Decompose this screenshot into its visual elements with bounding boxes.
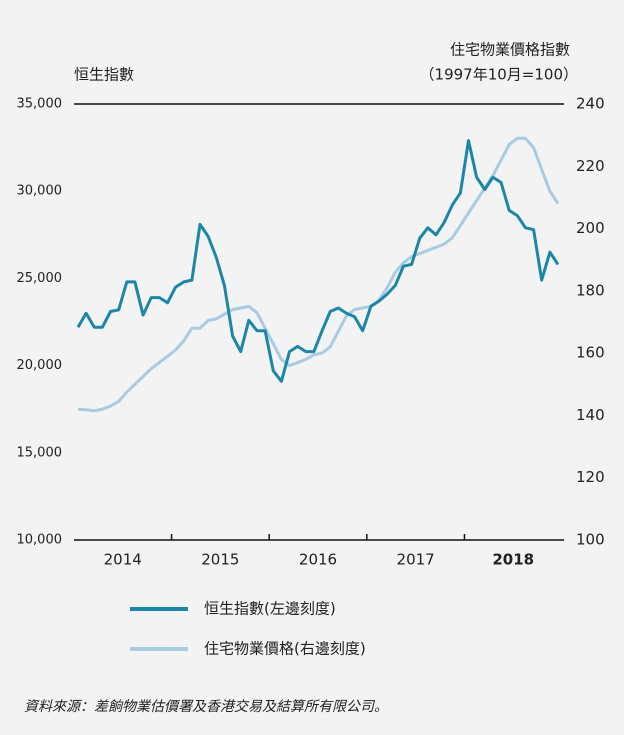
y2-tick-label: 120 [576, 468, 605, 486]
y-tick-label: 10,000 [17, 533, 63, 548]
y2-tick-label: 220 [576, 157, 605, 175]
series-line [76, 139, 560, 383]
legend-label: 住宅物業價格(右邊刻度) [204, 640, 366, 658]
x-tick-label: 2015 [201, 551, 239, 569]
y-tick-label: 30,000 [17, 184, 63, 199]
y-tick-label: 15,000 [17, 445, 63, 460]
source: 資料來源：差餉物業估價署及香港交易及結算所有限公司。 [24, 699, 388, 715]
y-title: 恒生指數 [74, 66, 134, 84]
x-tick-label: 2017 [397, 551, 435, 569]
legend-label: 恒生指數(左邊刻度) [204, 600, 336, 618]
y-tick-label: 25,000 [17, 271, 63, 286]
y2-tick-label: 100 [576, 531, 605, 549]
x-tick-label: 2014 [104, 551, 142, 569]
series-line [77, 136, 560, 413]
y2-tick-label: 240 [576, 95, 605, 113]
x-tick-label: 2016 [299, 551, 337, 569]
y2-title: 住宅物業價格指數 [450, 41, 570, 59]
y-tick-label: 20,000 [17, 358, 63, 373]
x-tick-label: 2018 [492, 551, 534, 569]
y2-subtitle: （1997年10月=100） [420, 66, 578, 84]
y-tick-label: 35,000 [17, 97, 63, 112]
y2-tick-label: 200 [576, 219, 605, 237]
y2-tick-label: 140 [576, 406, 605, 424]
y2-tick-label: 180 [576, 281, 605, 299]
y2-tick-label: 160 [576, 344, 605, 362]
